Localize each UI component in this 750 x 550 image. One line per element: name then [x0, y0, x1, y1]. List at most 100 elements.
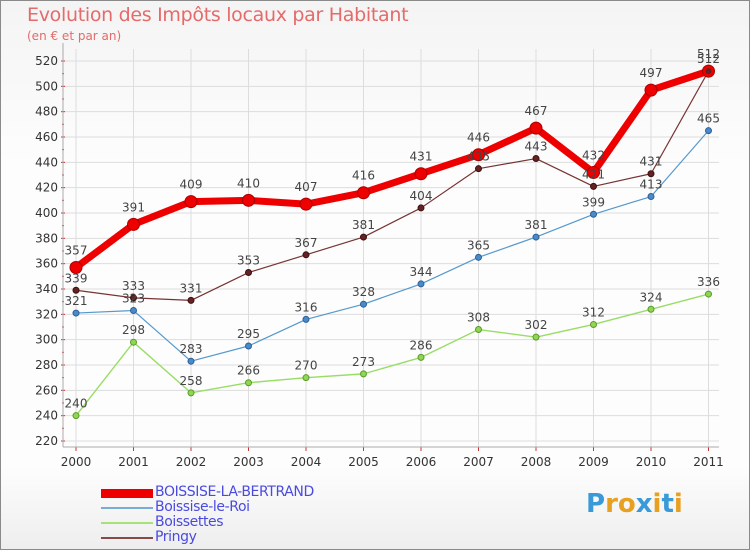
data-label: 302	[525, 318, 548, 332]
legend-swatch	[101, 488, 153, 498]
data-point	[184, 195, 198, 209]
data-label: 421	[582, 167, 605, 181]
data-label: 465	[697, 112, 720, 126]
legend-label: Boissise-le-Roi	[155, 499, 250, 515]
data-label: 409	[180, 178, 203, 192]
data-point	[242, 193, 255, 207]
logo-letter: r	[605, 489, 618, 519]
data-point	[647, 305, 655, 313]
data-point	[475, 253, 482, 261]
data-point	[532, 233, 540, 241]
data-label: 367	[295, 236, 318, 250]
series-line-3	[75, 70, 710, 301]
axes: 220 240 260 280 300 320 340 360 380 400 420 440 460 4…	[35, 43, 724, 469]
data-point	[360, 370, 367, 378]
x-tick-label: 2006	[406, 455, 437, 469]
legend-swatch	[101, 522, 153, 524]
data-point	[475, 326, 482, 334]
data-point	[472, 148, 485, 162]
data-label: 353	[237, 254, 260, 268]
data-point	[245, 342, 252, 350]
data-label: 328	[352, 285, 375, 299]
data-label: 295	[237, 327, 260, 341]
y-tick-label: 480	[35, 105, 58, 119]
x-tick-label: 2000	[61, 455, 92, 469]
x-tick-label: 2005	[348, 455, 379, 469]
series-group	[69, 64, 715, 420]
logo-letter: o	[617, 489, 636, 519]
data-point	[475, 165, 482, 173]
y-tick-label: 280	[35, 358, 58, 372]
data-label: 416	[352, 169, 375, 183]
x-tick-label: 2009	[578, 455, 609, 469]
y-tick-label: 400	[35, 206, 58, 220]
data-label: 467	[525, 104, 548, 118]
data-point	[127, 217, 140, 231]
x-tick-label: 2011	[693, 455, 724, 469]
data-label: 308	[467, 311, 490, 325]
data-point	[417, 280, 425, 288]
data-point	[69, 260, 83, 274]
proxiti-logo: Proxiti	[586, 489, 683, 519]
x-tick-label: 2010	[636, 455, 667, 469]
series-line-1	[75, 130, 709, 362]
data-label: 413	[640, 178, 663, 192]
legend-swatch	[101, 507, 153, 509]
data-label: 435	[467, 150, 490, 164]
y-tick-label: 500	[35, 79, 58, 93]
data-point	[647, 170, 655, 178]
y-tick-label: 520	[35, 54, 58, 68]
data-label: 497	[640, 66, 663, 80]
data-label: 324	[640, 290, 663, 304]
y-tick-label: 420	[35, 181, 58, 195]
data-label: 312	[582, 305, 605, 319]
data-point	[302, 251, 310, 259]
y-tick-label: 300	[35, 333, 58, 347]
data-label: 298	[122, 323, 145, 337]
data-point	[302, 374, 310, 382]
legend-label: Boissettes	[155, 514, 224, 530]
data-point	[360, 233, 367, 241]
data-point	[357, 186, 370, 200]
data-point	[245, 269, 252, 277]
data-point	[72, 309, 80, 317]
data-label: 333	[122, 279, 145, 293]
x-tick-label: 2004	[291, 455, 322, 469]
data-label: 357	[65, 243, 88, 257]
x-tick-label: 2001	[118, 455, 149, 469]
legend-swatch	[101, 537, 153, 539]
data-label: 331	[180, 281, 203, 295]
data-label: 316	[295, 300, 318, 314]
grid	[63, 49, 719, 447]
data-label: 258	[180, 374, 203, 388]
data-label: 399	[582, 195, 605, 209]
data-label: 432	[582, 148, 605, 162]
data-label: 431	[640, 155, 663, 169]
series-line-0	[73, 67, 710, 271]
logo-letter: t	[661, 489, 674, 519]
data-label: 286	[410, 338, 433, 352]
data-label: 344	[410, 265, 433, 279]
data-point	[130, 294, 137, 302]
data-point	[587, 165, 600, 179]
data-point	[705, 127, 712, 135]
data-point	[302, 315, 310, 323]
y-tick-label: 260	[35, 383, 58, 397]
data-point	[590, 182, 597, 190]
data-label: 270	[295, 359, 318, 373]
data-label: 404	[410, 189, 433, 203]
y-tick-label: 380	[35, 231, 58, 245]
data-label: 431	[410, 150, 433, 164]
logo-letter: P	[586, 489, 606, 519]
data-label: 240	[65, 397, 88, 411]
legend-label: Pringy	[155, 529, 197, 545]
data-label: 410	[237, 176, 260, 190]
x-tick-label: 2007	[463, 455, 494, 469]
data-label: 446	[467, 131, 490, 145]
data-point	[417, 353, 425, 361]
data-point	[590, 320, 597, 328]
chart-subtitle: (en € et par an)	[27, 29, 122, 43]
data-point	[299, 197, 313, 211]
chart-title: Evolution des Impôts locaux par Habitant	[27, 4, 409, 26]
